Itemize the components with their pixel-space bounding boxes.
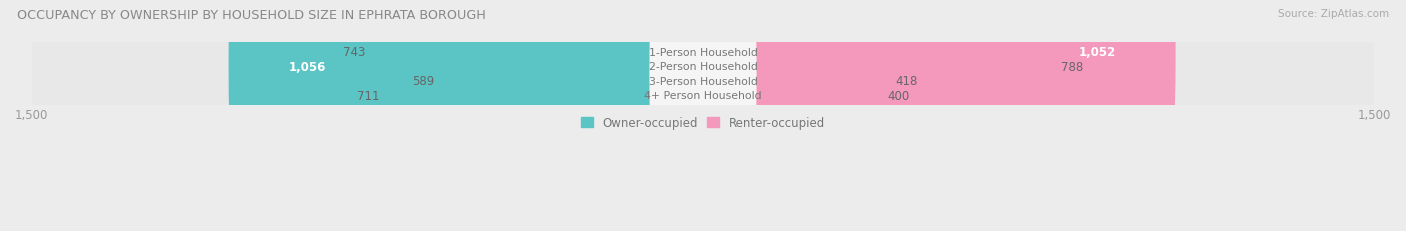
FancyBboxPatch shape bbox=[437, 21, 704, 142]
Text: Source: ZipAtlas.com: Source: ZipAtlas.com bbox=[1278, 9, 1389, 19]
FancyBboxPatch shape bbox=[368, 0, 704, 113]
FancyBboxPatch shape bbox=[28, 0, 1378, 202]
FancyBboxPatch shape bbox=[650, 6, 756, 128]
FancyBboxPatch shape bbox=[702, 6, 1057, 128]
Text: 743: 743 bbox=[343, 46, 366, 59]
FancyBboxPatch shape bbox=[650, 20, 756, 143]
FancyBboxPatch shape bbox=[650, 0, 756, 114]
FancyBboxPatch shape bbox=[702, 21, 891, 142]
FancyBboxPatch shape bbox=[28, 0, 1378, 216]
Text: 1,052: 1,052 bbox=[1078, 46, 1115, 59]
Text: 1-Person Household: 1-Person Household bbox=[648, 48, 758, 58]
FancyBboxPatch shape bbox=[229, 6, 704, 128]
FancyBboxPatch shape bbox=[28, 0, 1378, 173]
Text: 418: 418 bbox=[896, 75, 918, 88]
Text: 4+ Person Household: 4+ Person Household bbox=[644, 91, 762, 100]
Text: 711: 711 bbox=[357, 89, 380, 102]
FancyBboxPatch shape bbox=[382, 35, 704, 156]
Text: 2-Person Household: 2-Person Household bbox=[648, 62, 758, 72]
Text: 1,056: 1,056 bbox=[288, 61, 326, 73]
FancyBboxPatch shape bbox=[702, 0, 1175, 113]
Text: 788: 788 bbox=[1062, 61, 1083, 73]
Text: 3-Person Household: 3-Person Household bbox=[648, 76, 758, 86]
Legend: Owner-occupied, Renter-occupied: Owner-occupied, Renter-occupied bbox=[576, 112, 830, 134]
Text: OCCUPANCY BY OWNERSHIP BY HOUSEHOLD SIZE IN EPHRATA BOROUGH: OCCUPANCY BY OWNERSHIP BY HOUSEHOLD SIZE… bbox=[17, 9, 485, 22]
FancyBboxPatch shape bbox=[702, 35, 884, 156]
Text: 589: 589 bbox=[412, 75, 434, 88]
Text: 400: 400 bbox=[887, 89, 910, 102]
FancyBboxPatch shape bbox=[650, 34, 756, 157]
FancyBboxPatch shape bbox=[28, 0, 1378, 187]
